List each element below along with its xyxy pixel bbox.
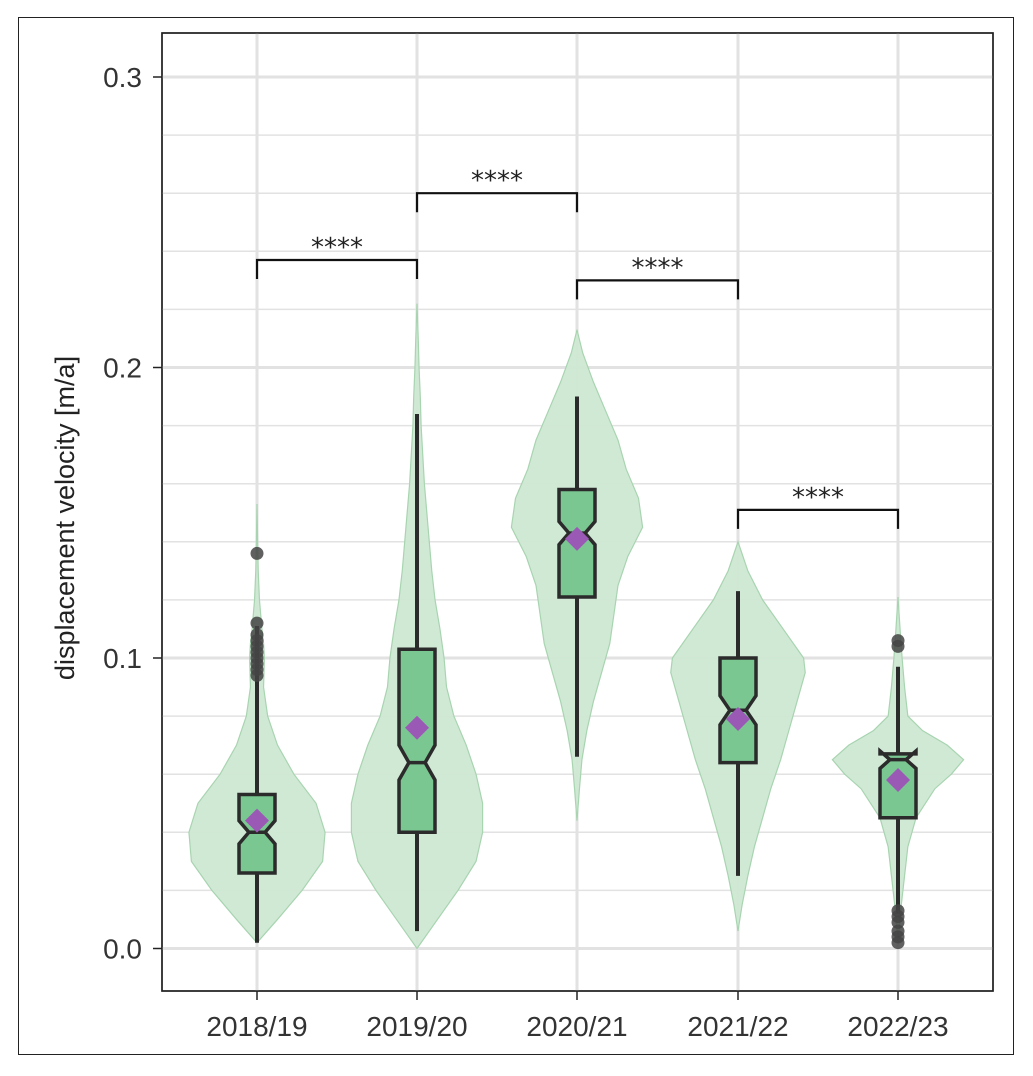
x-tick-label: 2018/19: [206, 1011, 307, 1042]
mean-marker: [405, 715, 429, 740]
significance-label: ****: [632, 253, 684, 283]
boxplots: [237, 396, 918, 950]
y-tick-label: 0.1: [103, 643, 142, 674]
y-axis-title: displacement velocity [m/a]: [50, 356, 80, 680]
significance-label: ****: [311, 233, 363, 263]
boxplot-2020/21: [557, 396, 597, 757]
boxplot-2018/19: [237, 546, 277, 943]
x-tick-label: 2021/22: [687, 1011, 788, 1042]
x-tick-label: 2019/20: [366, 1011, 467, 1042]
boxplot-2021/22: [718, 591, 758, 876]
outlier-point: [891, 639, 905, 653]
bracket-line: [736, 508, 900, 529]
boxplot-2022/23: [878, 634, 918, 950]
bracket-line: [575, 279, 740, 300]
boxplot-2019/20: [397, 413, 437, 932]
outlier-point: [250, 616, 264, 630]
mean-marker: [565, 526, 589, 551]
y-axis: 0.0 0.1 0.2 0.3: [103, 62, 162, 965]
bracket-line: [415, 192, 579, 213]
y-tick-label: 0.3: [103, 62, 142, 93]
significance-label: ****: [471, 166, 523, 196]
y-tick-label: 0.0: [103, 934, 142, 965]
plot-border: [161, 32, 994, 992]
x-axis: 2018/19 2019/20 2020/21 2021/22 2022/23: [206, 991, 949, 1042]
outlier-point: [250, 668, 264, 682]
mean-marker: [886, 768, 910, 793]
significance-brackets: **** **** **** ****: [255, 166, 900, 529]
box-2019/20: [397, 647, 437, 835]
outlier-point: [250, 546, 264, 560]
significance-bracket: ****: [736, 483, 900, 529]
mean-marker: [726, 707, 750, 732]
mean-marker: [245, 808, 269, 833]
x-tick-label: 2020/21: [526, 1011, 627, 1042]
y-tick-label: 0.2: [103, 353, 142, 384]
outlier-point: [891, 936, 905, 950]
significance-bracket: ****: [575, 253, 740, 300]
significance-label: ****: [792, 483, 844, 513]
significance-bracket: ****: [415, 166, 579, 213]
bracket-line: [255, 258, 419, 280]
significance-bracket: ****: [255, 233, 419, 280]
x-tick-label: 2022/23: [847, 1011, 948, 1042]
